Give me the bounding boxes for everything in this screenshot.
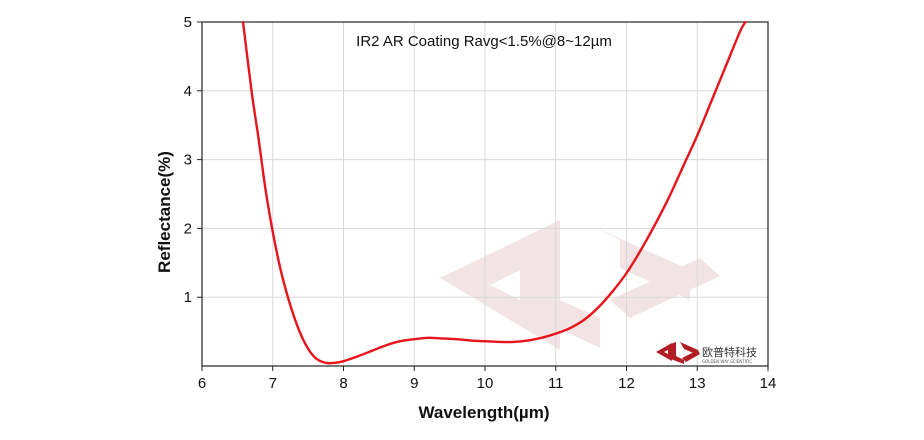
- series-point: [667, 196, 671, 199]
- y-tick-label: 2: [184, 220, 192, 237]
- chart-title: IR2 AR Coating Ravg<1.5%@8~12µm: [356, 33, 612, 50]
- series-point: [321, 360, 324, 363]
- series-point: [241, 20, 245, 24]
- series-point: [399, 340, 402, 343]
- brand-logo-subtitle: GOLDEN WAY SCIENTIFIC: [702, 359, 752, 364]
- series-point: [625, 272, 628, 275]
- x-axis-ticks: 6 7 8 9 10 11 12 13 14: [198, 366, 777, 392]
- watermark-shape-right-lower: [610, 258, 720, 318]
- brand-logo-name: 欧普特科技: [702, 345, 757, 359]
- watermark-shape-center: [520, 225, 600, 348]
- series-point: [314, 356, 317, 359]
- series-point: [250, 89, 253, 92]
- series-point: [724, 65, 727, 68]
- series-point: [285, 292, 288, 295]
- series-point: [264, 189, 267, 192]
- series-point: [299, 333, 303, 337]
- brand-logo-mark-center: [668, 342, 684, 364]
- series-point: [356, 355, 359, 358]
- series-point: [483, 340, 487, 343]
- series-point: [682, 165, 685, 168]
- x-tick-label: 14: [760, 375, 777, 392]
- x-tick-label: 7: [269, 375, 277, 392]
- series-point: [696, 134, 699, 137]
- series-point: [710, 100, 713, 103]
- series-point: [744, 20, 747, 24]
- y-tick-label: 3: [184, 152, 192, 169]
- series-point: [526, 339, 529, 342]
- x-tick-label: 10: [477, 375, 494, 392]
- y-tick-label: 5: [184, 14, 192, 31]
- series-point: [498, 340, 501, 344]
- series-point: [455, 338, 458, 341]
- series-point: [342, 360, 345, 363]
- x-axis-title: Wavelength(µm): [418, 403, 549, 422]
- y-axis-ticks: 1 2 3 4 5: [184, 14, 202, 306]
- series-point: [271, 230, 274, 233]
- series-line-reflectance: [241, 21, 747, 365]
- series-point: [738, 31, 741, 34]
- series-point: [413, 338, 416, 341]
- x-tick-label: 12: [618, 375, 635, 392]
- series-group: [241, 20, 747, 365]
- series-point: [597, 306, 600, 309]
- x-tick-label: 9: [410, 375, 418, 392]
- watermark-logo: [440, 220, 720, 350]
- brand-logo-mark-right: [680, 342, 698, 355]
- series-point: [554, 332, 557, 335]
- series-point: [384, 344, 388, 347]
- series-point: [328, 362, 331, 365]
- brand-logo: 欧普特科技 GOLDEN WAY SCIENTIFIC: [656, 342, 757, 364]
- series-point: [653, 223, 656, 227]
- series-point: [257, 137, 260, 141]
- brand-logo-mark-right-lower: [682, 350, 700, 362]
- series-point: [441, 337, 444, 340]
- series-point: [639, 249, 642, 252]
- series-point: [540, 336, 543, 339]
- series-point: [307, 347, 310, 350]
- series-point: [292, 315, 296, 318]
- series-point: [278, 265, 281, 268]
- series-point: [611, 290, 614, 293]
- y-tick-label: 1: [184, 289, 192, 306]
- series-point: [335, 361, 338, 364]
- series-point: [568, 327, 572, 330]
- y-tick-label: 4: [184, 83, 192, 100]
- x-tick-label: 8: [339, 375, 347, 392]
- grid-lines: [202, 22, 768, 366]
- series-point: [469, 339, 472, 342]
- x-tick-label: 13: [689, 375, 706, 392]
- series-point: [370, 349, 373, 352]
- series-point: [512, 340, 515, 344]
- y-axis-title: Reflectance(%): [155, 151, 174, 273]
- series-point: [427, 336, 430, 339]
- x-tick-label: 6: [198, 375, 206, 392]
- x-tick-label: 11: [548, 375, 564, 392]
- series-point: [582, 318, 586, 321]
